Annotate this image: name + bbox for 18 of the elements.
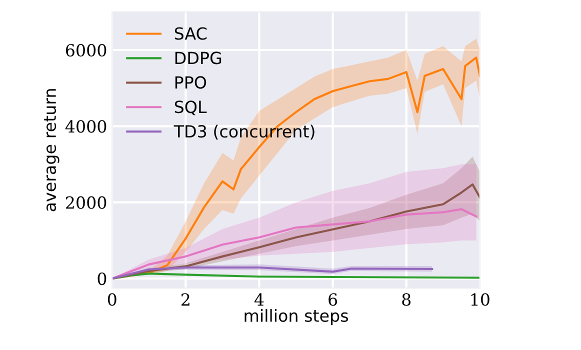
x-tick-label: 2	[182, 293, 190, 306]
legend-label: DDPG	[175, 52, 222, 64]
x-tick-label: 6	[328, 293, 338, 306]
y-axis-title: average return	[44, 89, 60, 212]
x-tick-label: 0	[108, 293, 116, 306]
y-tick-label: 4000	[65, 120, 106, 133]
y-tick-label: 0	[98, 272, 106, 286]
x-tick-label: 4	[254, 293, 264, 306]
legend-label: SQL	[174, 100, 207, 116]
y-tick-label: 2000	[66, 196, 106, 209]
legend-label: PPO	[175, 76, 206, 89]
legend-label: SAC	[174, 27, 207, 40]
y-tick-label: 6000	[66, 44, 106, 57]
x-tick-label: 10	[471, 293, 490, 306]
x-tick-label: 8	[402, 293, 411, 306]
line-series	[112, 208, 478, 280]
x-axis-title: million steps	[244, 309, 348, 326]
line-series	[112, 183, 480, 280]
